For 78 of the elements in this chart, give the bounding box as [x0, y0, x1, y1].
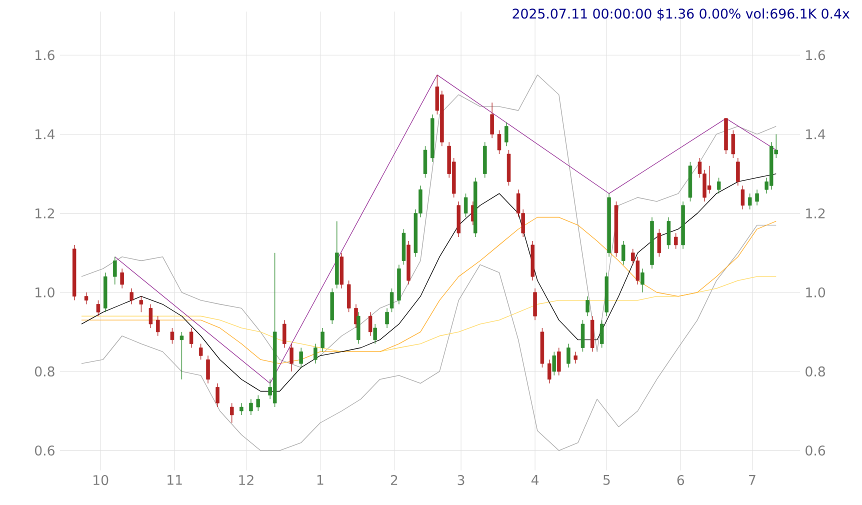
y2-tick-label: 1.4	[806, 129, 826, 140]
candlestick	[547, 359, 552, 384]
y2-tick-label: 0.6	[806, 445, 826, 456]
candlestick	[170, 328, 174, 344]
y2-tick-label: 0.8	[806, 366, 826, 377]
y2-tick-label: 1.0	[806, 287, 826, 298]
candlestick	[139, 296, 144, 312]
candlestick	[290, 343, 294, 372]
candlestick	[566, 343, 570, 368]
x-tick-label: 12	[239, 475, 254, 485]
candlestick	[580, 320, 585, 352]
candlestick	[674, 232, 678, 250]
candlestick	[113, 256, 117, 285]
y-tick-label: 0.8	[34, 366, 54, 377]
candlestick	[736, 158, 740, 186]
candlestick	[385, 308, 389, 328]
candlestick	[198, 343, 203, 360]
candlestick	[464, 193, 468, 218]
candlestick	[230, 402, 234, 424]
candlestick	[282, 320, 286, 348]
candlestick	[96, 300, 100, 316]
candlestick	[621, 240, 626, 266]
y-tick-label: 0.6	[34, 445, 54, 456]
candlestick	[557, 347, 561, 376]
x-tick-label: 7	[749, 475, 756, 485]
candlestick	[314, 343, 318, 364]
candlestick	[533, 288, 537, 320]
x-tick-label: 5	[603, 475, 610, 485]
candlestick	[346, 280, 351, 312]
candlestick	[249, 398, 253, 416]
candlestick	[148, 304, 153, 328]
candlestick	[299, 347, 303, 368]
chart-title: 2025.07.11 00:00:00 $1.36 0.00% vol:696.1K 0.4x	[512, 8, 850, 20]
candlestick	[120, 268, 124, 289]
candlestick	[504, 122, 508, 146]
candlestick	[356, 312, 360, 344]
candlestick	[740, 185, 745, 210]
x-tick-label: 10	[94, 475, 108, 486]
candlestick	[748, 193, 752, 210]
candlestick	[666, 216, 671, 250]
candlestick	[320, 328, 324, 352]
y-tick-label: 1.2	[36, 208, 54, 218]
candlestick	[731, 130, 736, 158]
candlestick	[373, 324, 377, 344]
y-tick-label: 1.4	[36, 129, 55, 140]
y2-tick-label: 1.6	[806, 50, 826, 60]
candlestick	[490, 102, 494, 139]
candlestick	[574, 351, 578, 364]
x-tick-label: 2	[390, 475, 398, 485]
candlestick	[755, 189, 759, 206]
candlestick	[84, 292, 88, 305]
candlestick	[552, 351, 556, 376]
candlestick	[180, 332, 184, 380]
candlestick	[130, 288, 134, 305]
candlestick	[189, 328, 194, 348]
x-tick-label: 4	[531, 475, 539, 485]
x-tick-label: 1	[317, 475, 324, 485]
candlestick	[368, 312, 372, 336]
candlestick	[657, 228, 662, 258]
candlestick	[216, 382, 220, 408]
candlestick	[497, 130, 502, 154]
candlestick	[390, 288, 394, 312]
candlestick	[256, 394, 260, 412]
line-series	[81, 224, 776, 451]
candlestick	[423, 146, 428, 178]
x-tick-label: 3	[458, 475, 464, 486]
candlestick	[586, 296, 590, 316]
x-tick-label: 6	[677, 475, 684, 486]
candlestick	[640, 268, 644, 293]
candlestick	[600, 320, 604, 348]
y-tick-label: 1.0	[36, 287, 54, 298]
y-tick-label: 1.6	[36, 50, 54, 60]
candlestick	[240, 402, 244, 416]
y2-tick-label: 1.2	[806, 208, 825, 218]
candlestick	[156, 316, 160, 336]
candlestick	[716, 177, 721, 194]
x-tick-label: 11	[168, 475, 182, 485]
candlestick	[206, 355, 210, 384]
